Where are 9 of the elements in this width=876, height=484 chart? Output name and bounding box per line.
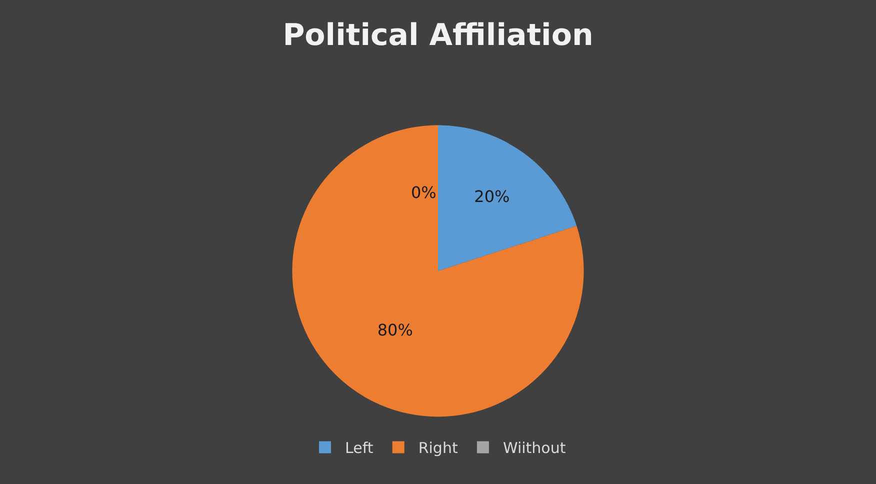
legend-label: Left (345, 439, 374, 458)
chart-title: Political Affiliation (282, 18, 594, 54)
pie-slice (292, 125, 584, 417)
text: 0% (411, 183, 436, 202)
pie-slice (438, 125, 577, 271)
data-label: 80% (377, 320, 413, 340)
data-label: 20% (474, 187, 510, 206)
legend-label: Right (418, 439, 458, 458)
legend-label: Wiithout (502, 439, 566, 458)
